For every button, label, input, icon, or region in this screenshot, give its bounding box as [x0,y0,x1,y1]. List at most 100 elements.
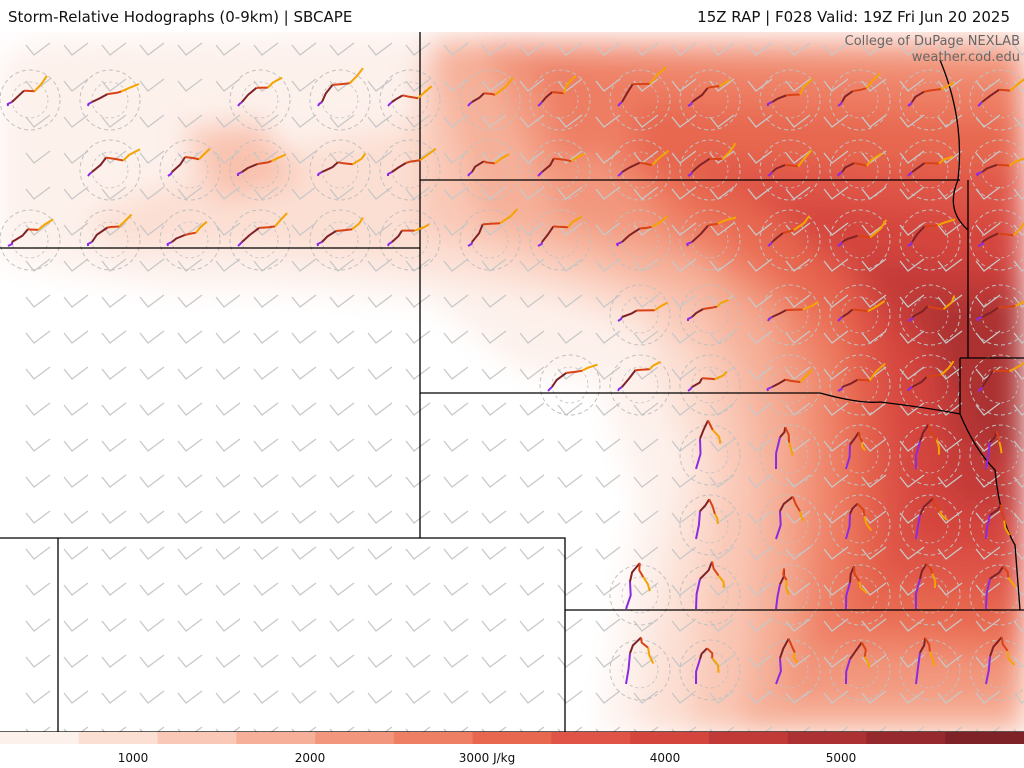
wind-barb [253,474,279,488]
hodograph-segment [928,651,936,667]
range-ring [691,81,729,119]
range-ring [829,564,891,626]
wind-barb [405,546,431,560]
hodograph-segment [868,362,886,382]
hodograph-segment [691,87,709,103]
wind-barb [443,582,469,596]
hodograph-segment [691,308,704,318]
hodograph-segment [998,304,1016,309]
colorbar-tick-1000: 1000 [117,751,149,765]
wind-barb [139,186,165,200]
hodograph-segment [654,301,669,312]
hodograph-segment [927,305,944,311]
wind-barb [595,510,621,524]
wind-barb [899,42,925,56]
colorbar-swatch [787,732,868,744]
hodograph-segment [717,574,725,589]
hodograph-segment [837,241,843,247]
wind-barb [443,330,469,344]
wind-barb [823,654,849,668]
wind-barb [139,222,165,236]
range-ring [691,151,729,189]
wind-barb [215,186,241,200]
wind-barb [405,294,431,308]
hodograph-segment [11,89,25,103]
hodograph-segment [707,222,719,227]
range-ring [471,81,509,119]
hodograph-segment [841,308,854,318]
hodograph-segment [537,171,543,177]
range-ring [981,221,1019,259]
wind-barb [101,654,127,668]
wind-barb [481,438,507,452]
wind-barb [519,690,545,704]
wind-barb [557,186,583,200]
range-ring [621,151,659,189]
colorbar-tick-2000: 2000 [294,751,326,765]
wind-barb [139,546,165,560]
wind-barb [139,150,165,164]
hodograph-segment [695,578,701,610]
range-ring [981,576,1019,614]
wind-barb [101,150,127,164]
hodograph-segment [867,300,886,313]
wind-barb [823,42,849,56]
wind-barb [1013,656,1024,668]
range-ring [759,69,821,131]
wind-barb [975,42,1001,56]
wind-barb [671,42,697,56]
wind-barb [177,186,203,200]
wind-barb [253,438,279,452]
wind-barb [25,330,51,344]
wind-barb [633,366,659,380]
hodograph-segment [937,218,956,227]
hodograph-segment [779,496,794,512]
range-ring [159,209,221,271]
wind-barb [139,438,165,452]
wind-barb [25,186,51,200]
wind-barb [215,222,241,236]
wind-barb [139,654,165,668]
wind-barb [519,222,545,236]
wind-barb [25,546,51,560]
hodograph-segment [869,219,888,239]
wind-barb [139,510,165,524]
hodograph-segment [721,142,737,160]
hodograph-segment [321,84,334,103]
range-ring [969,69,1024,131]
wind-barb [633,330,659,344]
wind-barb [291,582,317,596]
wind-barb [937,546,963,560]
wind-barb [139,294,165,308]
wind-barb [177,258,203,272]
range-ring [981,81,1019,119]
hodograph-segment [417,85,433,99]
wind-barb [899,546,925,560]
range-ring [391,81,429,119]
colorbar-swatch [551,732,631,744]
wind-barb [595,42,621,56]
hodograph-segment [919,563,928,580]
wind-barb [443,150,469,164]
hodograph-segment [981,163,998,173]
range-ring [391,151,429,189]
hodograph-segment [989,636,1003,657]
hodograph-segment [686,241,693,247]
wind-barb [481,330,507,344]
range-ring [829,139,891,201]
wind-barb [937,366,963,380]
wind-barb [975,582,1001,596]
hodograph-segment [866,152,883,167]
wind-barb [405,654,431,668]
wind-barb [1013,512,1024,524]
wind-barb [177,78,203,92]
range-ring [911,506,949,544]
wind-barb [975,510,1001,524]
range-ring [981,151,1019,189]
wind-barb [1013,152,1024,164]
colorbar-swatch [315,732,395,744]
range-ring [969,564,1024,626]
wind-barb [177,582,203,596]
wind-barb [709,402,735,416]
hodograph-segment [6,101,13,107]
